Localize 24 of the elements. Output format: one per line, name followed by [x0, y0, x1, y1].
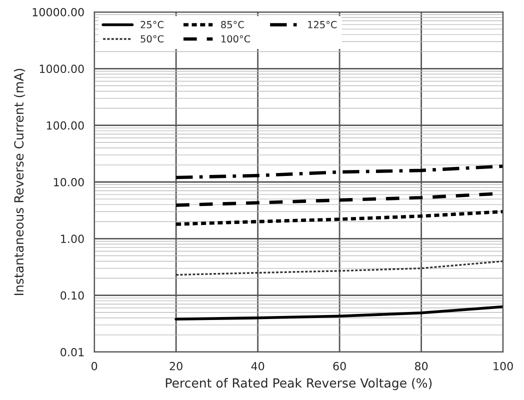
x-tick-label: 100 [494, 362, 513, 370]
line-series [175, 260, 504, 276]
y-tick-label: 1.00 [61, 234, 84, 244]
legend-label: 50°C [140, 35, 164, 43]
line-series [174, 210, 504, 226]
y-tick-label: 100.00 [46, 121, 84, 130]
x-tick-label: 80 [414, 362, 428, 370]
legend-label: 85°C [221, 20, 244, 28]
line-series [174, 164, 504, 180]
x-axis-title: Percent of Rated Peak Reverse Voltage (%) [166, 378, 432, 390]
line-series [174, 305, 504, 321]
y-axis-title: Instantaneous Reverse Current (mA) [14, 68, 26, 295]
y-tick-label: 10000.00 [32, 8, 84, 16]
x-tick-label: 60 [333, 362, 346, 370]
y-tick-label: 0.01 [60, 348, 84, 356]
x-tick-label: 40 [251, 362, 264, 370]
x-tick-label: 0 [92, 362, 98, 370]
y-tick-label: 0.10 [60, 291, 84, 300]
legend-label: 125°C [308, 20, 337, 28]
legend-label: 25°C [140, 20, 164, 28]
legend-label: 100°C [221, 35, 250, 43]
y-tick-label: 1000.00 [40, 64, 84, 74]
y-tick-label: 10.00 [54, 178, 84, 186]
x-tick-label: 20 [170, 362, 182, 370]
